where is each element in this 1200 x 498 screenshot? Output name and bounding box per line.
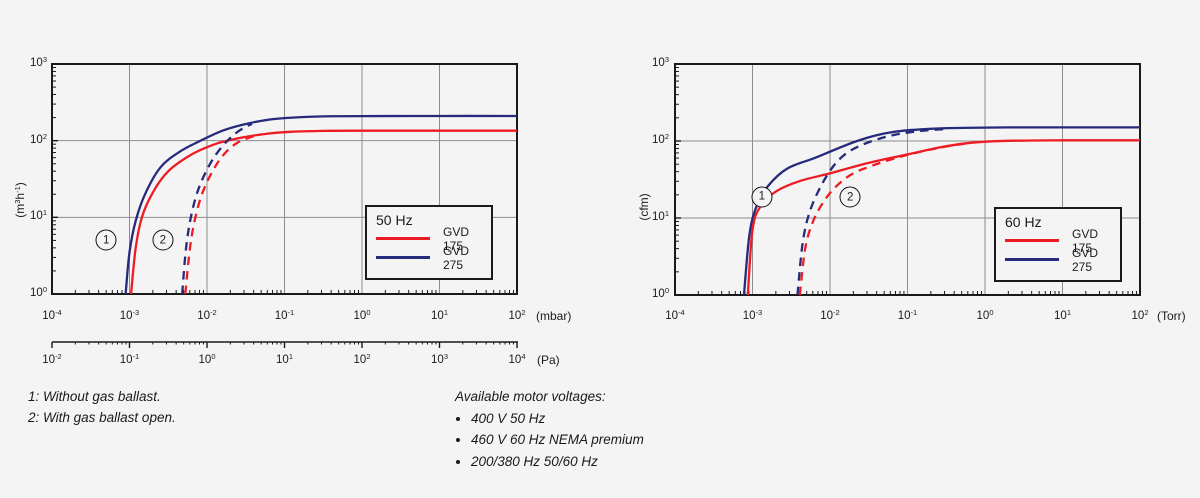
- x-tick-label: 10-2: [197, 308, 217, 322]
- pa-tick-label: 103: [431, 352, 448, 366]
- x-tick-label: 10-3: [742, 308, 763, 322]
- x-tick-label: 10-2: [820, 308, 840, 322]
- gvd275-line-sample: [1005, 258, 1059, 261]
- x-tick-label: 100: [353, 308, 371, 322]
- x-tick-label: 102: [1131, 308, 1149, 322]
- motor-voltages-heading: Available motor voltages:: [455, 389, 606, 404]
- voltage-item: 400 V 50 Hz: [471, 408, 644, 430]
- pa-tick-label: 101: [276, 352, 293, 366]
- legend-50hz: 50 Hz GVD 175 GVD 275: [365, 205, 493, 280]
- gvd175-line-sample: [1005, 239, 1059, 242]
- plot-frame: [674, 63, 1141, 296]
- curves-group: [124, 114, 517, 294]
- legend-entry-label: GVD 175: [1072, 226, 1099, 255]
- motor-voltages-block: Available motor voltages: 400 V 50 Hz 46…: [455, 386, 644, 472]
- legend-entry-label: GVD 175: [443, 224, 470, 253]
- x-tick-label: 10-4: [665, 308, 685, 322]
- gvd175-line-sample: [376, 237, 430, 240]
- annotation-circle-2: 2: [839, 186, 861, 208]
- x-tick-label: 10-4: [42, 308, 62, 322]
- annotation-circle-1: 1: [95, 229, 117, 251]
- legend-entry: GVD 175: [376, 225, 491, 253]
- curve-gvd-275-with-gas-ballast-open: [796, 127, 947, 295]
- curve-gvd-175-with-gas-ballast-open: [184, 133, 262, 294]
- y-tick-label: 103: [30, 55, 47, 69]
- y-tick-label: 100: [30, 285, 47, 299]
- footnote-2: 2: With gas ballast open.: [28, 410, 176, 425]
- legend-title: 50 Hz: [376, 212, 413, 228]
- legend-entry-label: GVD 275: [1072, 245, 1099, 274]
- x-tick-label: 102: [508, 308, 526, 322]
- plot-frame: [51, 63, 518, 295]
- x-unit-label: (Torr): [1157, 309, 1186, 323]
- legend-entry: GVD 275: [376, 244, 491, 272]
- y-tick-label: 102: [30, 131, 47, 146]
- annotation-circle-2: 2: [152, 229, 174, 251]
- curve-gvd-175-with-gas-ballast-open: [798, 142, 966, 295]
- pa-tick-label: 100: [198, 352, 216, 366]
- y-tick-label: 101: [652, 209, 669, 223]
- curve-gvd-275-without-gas-ballast: [124, 114, 517, 294]
- y-tick-label: 102: [652, 132, 669, 146]
- y-tick-label: 100: [652, 286, 669, 300]
- voltage-item: 200/380 Hz 50/60 Hz: [471, 451, 644, 473]
- footnote-1: 1: Without gas ballast.: [28, 389, 161, 404]
- legend-entry: GVD 175: [1005, 227, 1120, 255]
- x-unit-label: (mbar): [536, 309, 572, 323]
- y-axis-label: (cfm): [637, 193, 651, 221]
- curve-gvd-275-with-gas-ballast-open: [181, 122, 253, 294]
- legend-60hz: 60 Hz GVD 175 GVD 275: [994, 207, 1122, 282]
- pa-unit-label: (Pa): [537, 353, 560, 367]
- pa-tick-label: 102: [353, 352, 371, 366]
- y-tick-label: 101: [30, 208, 47, 223]
- pa-tick-label: 104: [508, 352, 526, 366]
- y-axis-label: (m3h-1): [13, 182, 27, 218]
- gas-ballast-footnotes: 1: Without gas ballast. 2: With gas ball…: [28, 386, 176, 428]
- x-tick-label: 10-1: [274, 308, 295, 322]
- voltage-item: 460 V 60 Hz NEMA premium: [471, 429, 644, 451]
- pa-tick-label: 10-2: [42, 352, 62, 366]
- pa-tick-label: 10-1: [119, 352, 140, 366]
- gvd275-line-sample: [376, 256, 430, 259]
- x-tick-label: 101: [431, 308, 448, 322]
- x-tick-label: 100: [976, 308, 994, 322]
- x-tick-label: 101: [1054, 308, 1071, 322]
- legend-title: 60 Hz: [1005, 214, 1042, 230]
- legend-entry: GVD 275: [1005, 246, 1120, 274]
- motor-voltages-list: 400 V 50 Hz 460 V 60 Hz NEMA premium 200…: [455, 408, 644, 473]
- x-tick-label: 10-3: [119, 308, 140, 322]
- y-tick-label: 103: [652, 55, 669, 69]
- legend-entry-label: GVD 275: [443, 243, 470, 272]
- x-tick-label: 10-1: [897, 308, 918, 322]
- annotation-circle-1: 1: [751, 186, 773, 208]
- speed-curve-50hz-group: [51, 63, 518, 348]
